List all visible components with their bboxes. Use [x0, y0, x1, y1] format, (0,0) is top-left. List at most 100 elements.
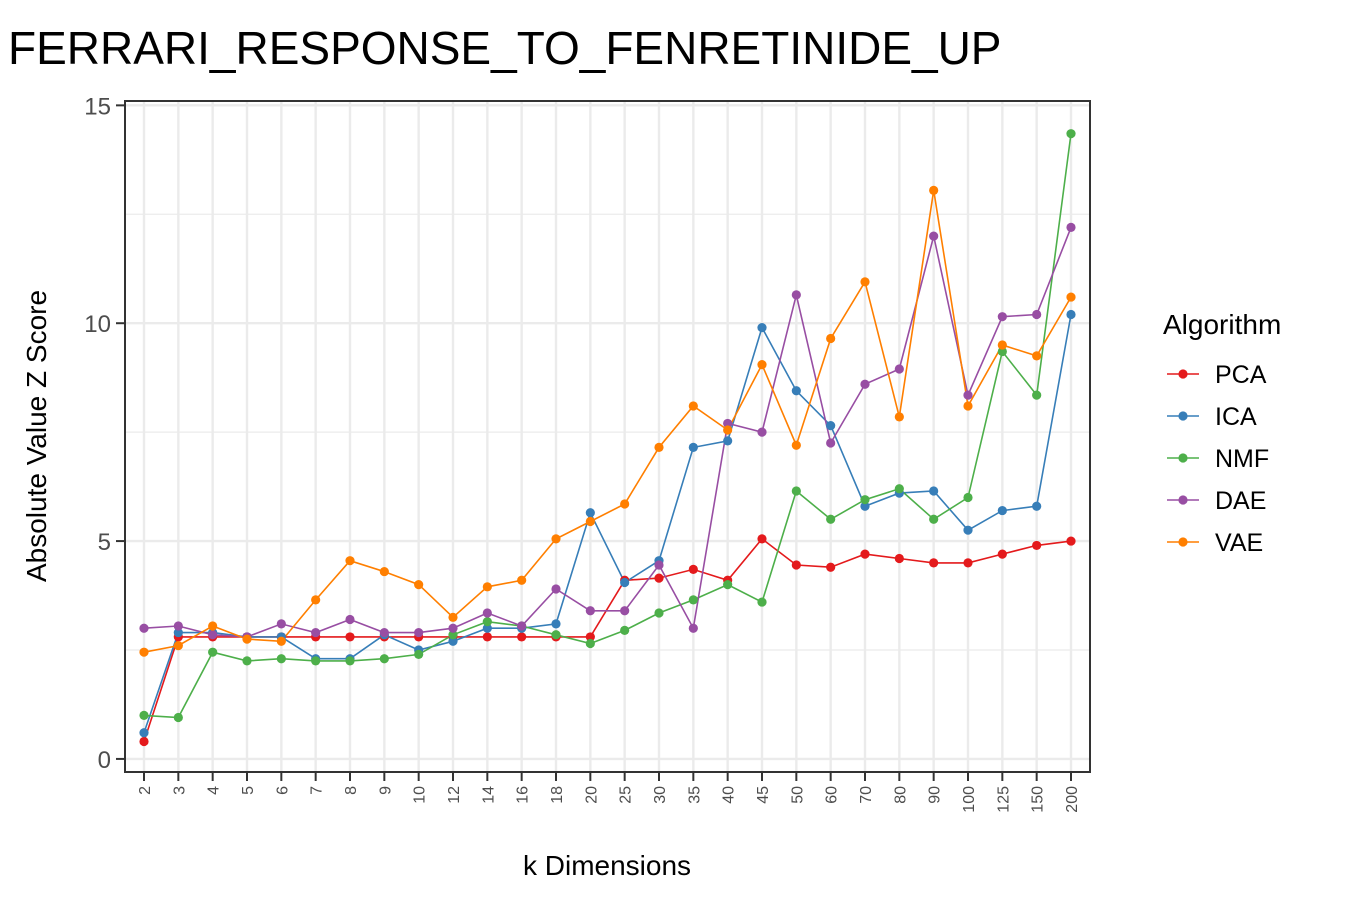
data-point-ica [1032, 501, 1042, 511]
x-tick-label: 45 [755, 786, 772, 804]
data-point-nmf [963, 492, 973, 503]
data-point-vae [791, 440, 801, 450]
data-point-nmf [688, 595, 698, 605]
data-point-dae [379, 627, 389, 638]
x-tick-label: 9 [377, 786, 394, 795]
x-tick-label: 90 [927, 786, 944, 804]
data-point-pca [345, 632, 355, 642]
y-axis: 0 5 10 15 [84, 93, 125, 774]
series-line-ica [143, 314, 1072, 734]
series-points [139, 129, 1076, 747]
data-point-ica [585, 508, 595, 518]
x-tick-label: 30 [652, 786, 669, 804]
data-point-vae [242, 634, 252, 644]
y-tick-label: 5 [98, 529, 111, 556]
data-point-nmf [929, 514, 939, 524]
legend: Algorithm PCA ICA NMF DAE VAE [1163, 309, 1281, 557]
data-point-dae [791, 290, 801, 300]
data-point-vae [688, 401, 698, 411]
data-point-vae [517, 575, 527, 585]
data-point-pca [791, 560, 801, 570]
data-point-pca [688, 564, 698, 574]
data-point-vae [860, 277, 870, 287]
data-point-ica [826, 421, 836, 431]
legend-label-dae: DAE [1215, 487, 1266, 515]
data-point-nmf [139, 710, 149, 720]
x-tick-label: 18 [549, 786, 566, 804]
data-point-dae [929, 231, 939, 241]
legend-marker-ica [1178, 411, 1188, 421]
data-point-vae [276, 636, 286, 646]
data-point-vae [448, 612, 458, 622]
data-point-dae [585, 606, 595, 616]
data-point-vae [723, 425, 733, 435]
data-point-ica [860, 501, 870, 511]
x-tick-label: 80 [892, 786, 909, 804]
x-tick-label: 2 [137, 786, 154, 795]
data-point-nmf [723, 580, 733, 590]
data-point-pca [929, 558, 939, 568]
data-point-ica [757, 322, 767, 333]
data-point-dae [139, 623, 149, 633]
x-tick-label: 3 [171, 786, 188, 795]
legend-title: Algorithm [1163, 309, 1281, 340]
series-line-pca [143, 537, 1072, 742]
x-tick-label: 40 [721, 786, 738, 804]
data-point-dae [963, 390, 973, 400]
plot-border [124, 100, 1091, 773]
y-tick-label: 0 [98, 747, 111, 774]
data-point-vae [929, 185, 939, 195]
data-point-ica [997, 505, 1007, 516]
data-point-pca [757, 534, 767, 544]
data-point-dae [1032, 309, 1042, 320]
data-point-dae [1066, 222, 1076, 232]
y-tick-label: 15 [84, 93, 111, 120]
series-line-nmf [143, 133, 1072, 719]
data-point-vae [208, 621, 218, 631]
x-tick-label: 50 [789, 786, 806, 804]
data-point-vae [139, 647, 149, 657]
data-point-dae [620, 606, 630, 616]
data-point-nmf [757, 597, 767, 607]
x-tick-label: 12 [446, 786, 463, 804]
data-point-nmf [620, 625, 630, 635]
data-point-dae [414, 627, 424, 638]
legend-label-pca: PCA [1215, 361, 1267, 389]
data-point-dae [345, 614, 355, 625]
data-point-ica [688, 442, 698, 452]
data-point-ica [791, 386, 801, 396]
gridlines [125, 101, 1090, 772]
legend-marker-vae [1178, 537, 1188, 547]
data-point-vae [620, 499, 630, 509]
legend-marker-pca [1178, 369, 1188, 379]
x-axis-title: k Dimensions [523, 850, 691, 881]
legend-marker-dae [1178, 495, 1188, 505]
data-point-vae [1066, 292, 1076, 302]
data-point-vae [379, 566, 389, 577]
data-point-pca [585, 632, 595, 642]
data-point-pca [860, 549, 870, 559]
data-point-vae [414, 580, 424, 590]
x-axis: 2 3 4 5 6 7 8 9 10 12 14 16 18 20 25 30 35 40 45 50 60 70 80 90… [137, 772, 1081, 813]
y-tick-label: 10 [84, 311, 111, 338]
data-point-nmf [414, 649, 424, 659]
x-tick-label: 5 [240, 786, 257, 795]
data-point-nmf [379, 654, 389, 664]
x-tick-label: 200 [1064, 786, 1081, 813]
x-tick-label: 7 [309, 786, 326, 795]
data-point-vae [551, 534, 561, 544]
data-point-ica [1066, 309, 1076, 320]
data-point-vae [311, 595, 321, 605]
x-tick-label: 70 [858, 786, 875, 804]
data-point-ica [929, 486, 939, 496]
data-point-ica [482, 623, 492, 633]
x-tick-label: 150 [1030, 786, 1047, 813]
data-point-nmf [208, 647, 218, 657]
data-point-dae [311, 627, 321, 638]
data-point-nmf [654, 608, 664, 618]
data-point-nmf [791, 486, 801, 496]
x-tick-label: 20 [583, 786, 600, 804]
data-point-vae [345, 556, 355, 566]
data-point-pca [1066, 536, 1076, 546]
